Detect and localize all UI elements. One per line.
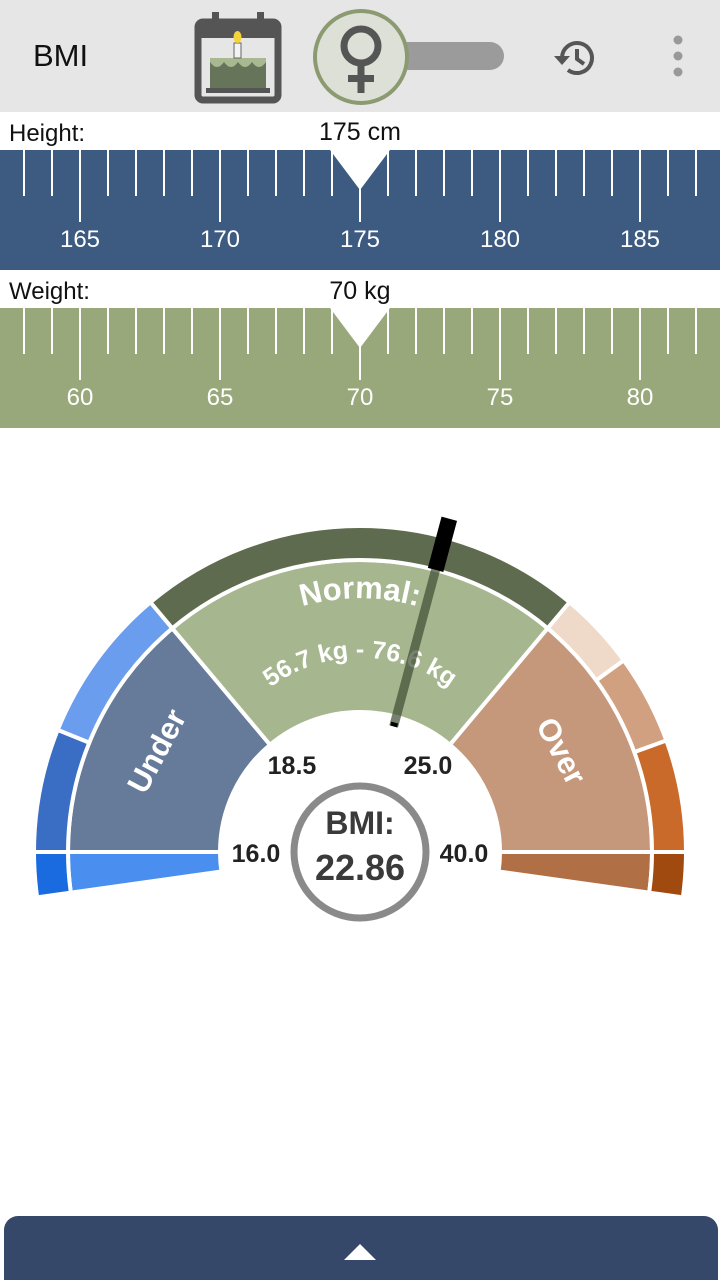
app-title: BMI	[33, 38, 89, 73]
height-value: 175 cm	[319, 118, 401, 146]
overweight-zone-lower	[496, 850, 655, 895]
threshold-label: 40.0	[440, 840, 489, 868]
height-label: Height:	[9, 120, 86, 147]
history-icon[interactable]	[550, 32, 602, 84]
needle-segment	[389, 568, 440, 728]
more-vert-icon[interactable]	[662, 30, 694, 82]
bmi-needle	[389, 516, 458, 728]
height-tick-label: 165	[60, 226, 100, 253]
height-tick-label: 175	[340, 226, 380, 253]
gender-toggle[interactable]	[312, 8, 508, 108]
threshold-label: 18.5	[268, 752, 317, 780]
needle-segment	[427, 516, 458, 573]
birthday-cake-calendar-icon[interactable]	[192, 10, 284, 106]
weight-label: Weight:	[9, 278, 90, 305]
bmi-result-ring	[290, 782, 430, 922]
weight-tick-label: 70	[347, 384, 374, 411]
height-indicator	[330, 150, 390, 190]
female-icon	[340, 25, 382, 93]
threshold-label: 25.0	[404, 752, 453, 780]
height-ruler[interactable]: 165 170 175 180 185	[0, 150, 720, 270]
bmi-gauge: Normal: 56.7 kg - 76.6 kg Under Over 16.…	[0, 440, 720, 960]
weight-tick-label: 65	[207, 384, 234, 411]
weight-tick-label: 75	[487, 384, 514, 411]
height-tick-label: 170	[200, 226, 240, 253]
severe-underweight-band	[31, 850, 74, 900]
expand-up-icon[interactable]	[340, 1236, 380, 1266]
bmi-result-label: BMI:	[325, 805, 394, 841]
weight-tick-label: 80	[627, 384, 654, 411]
threshold-label: 16.0	[232, 840, 281, 868]
height-tick-label: 185	[620, 226, 660, 253]
underweight-zone-lower	[65, 850, 224, 895]
weight-value: 70 kg	[329, 277, 391, 305]
bmi-result-value: 22.86	[315, 847, 405, 888]
weight-tick-label: 60	[67, 384, 94, 411]
obese-band	[646, 850, 689, 900]
app-bar: BMI	[0, 0, 720, 112]
height-tick-label: 180	[480, 226, 520, 253]
needle-segment	[390, 721, 399, 728]
weight-ruler[interactable]: 60 65 70 75 80	[0, 308, 720, 428]
weight-indicator	[330, 308, 390, 348]
